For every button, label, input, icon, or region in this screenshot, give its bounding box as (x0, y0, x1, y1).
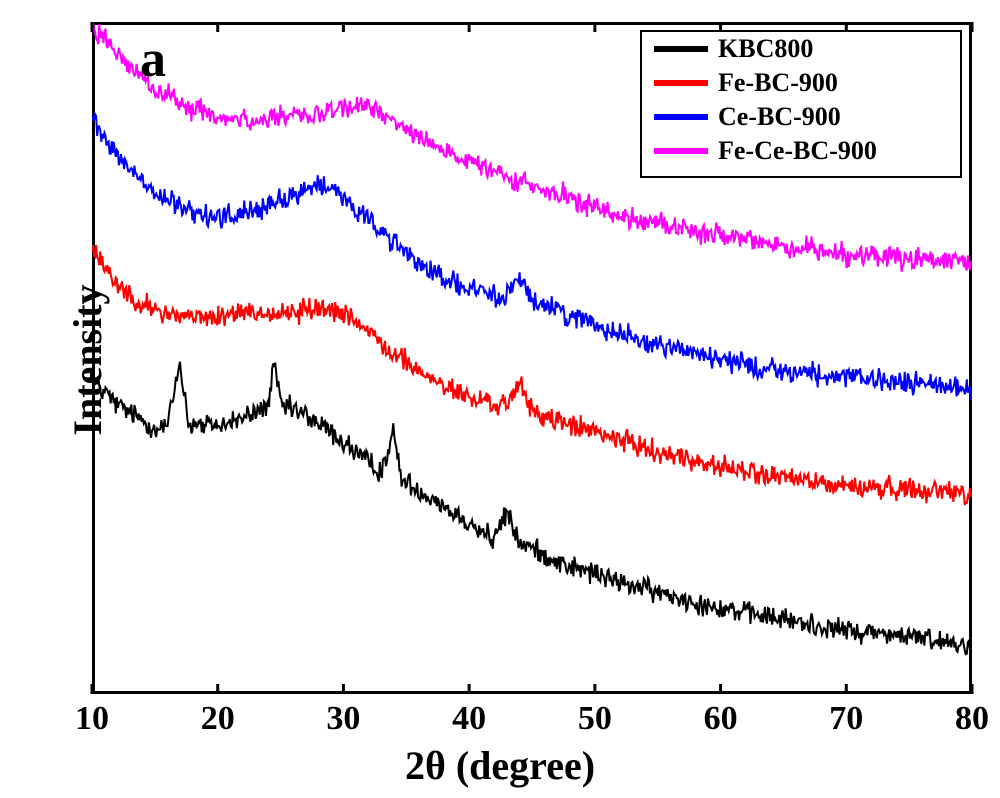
legend-item-Fe-BC-900: Fe-BC-900 (642, 66, 960, 100)
legend-swatch (654, 148, 708, 154)
y-axis-label: Intensity (64, 284, 111, 435)
x-tick-10: 10 (62, 700, 122, 738)
x-tick-30: 30 (313, 700, 373, 738)
x-tick-50: 50 (565, 700, 625, 738)
legend-swatch (654, 114, 708, 120)
x-tick-80: 80 (942, 700, 1000, 738)
legend-swatch (654, 46, 708, 52)
x-axis-label: 2θ (degree) (0, 742, 1000, 789)
x-tick-40: 40 (439, 700, 499, 738)
panel-label: a (140, 30, 166, 89)
legend-item-Ce-BC-900: Ce-BC-900 (642, 100, 960, 134)
x-tick-60: 60 (691, 700, 751, 738)
legend-swatch (654, 80, 708, 86)
x-tick-20: 20 (188, 700, 248, 738)
legend-item-KBC800: KBC800 (642, 32, 960, 66)
legend-label: KBC800 (718, 34, 813, 64)
legend-item-Fe-Ce-BC-900: Fe-Ce-BC-900 (642, 134, 960, 168)
x-tick-70: 70 (816, 700, 876, 738)
legend-label: Fe-Ce-BC-900 (718, 136, 877, 166)
legend: KBC800 Fe-BC-900 Ce-BC-900 Fe-Ce-BC-900 (640, 30, 962, 178)
legend-label: Fe-BC-900 (718, 68, 838, 98)
legend-label: Ce-BC-900 (718, 102, 841, 132)
